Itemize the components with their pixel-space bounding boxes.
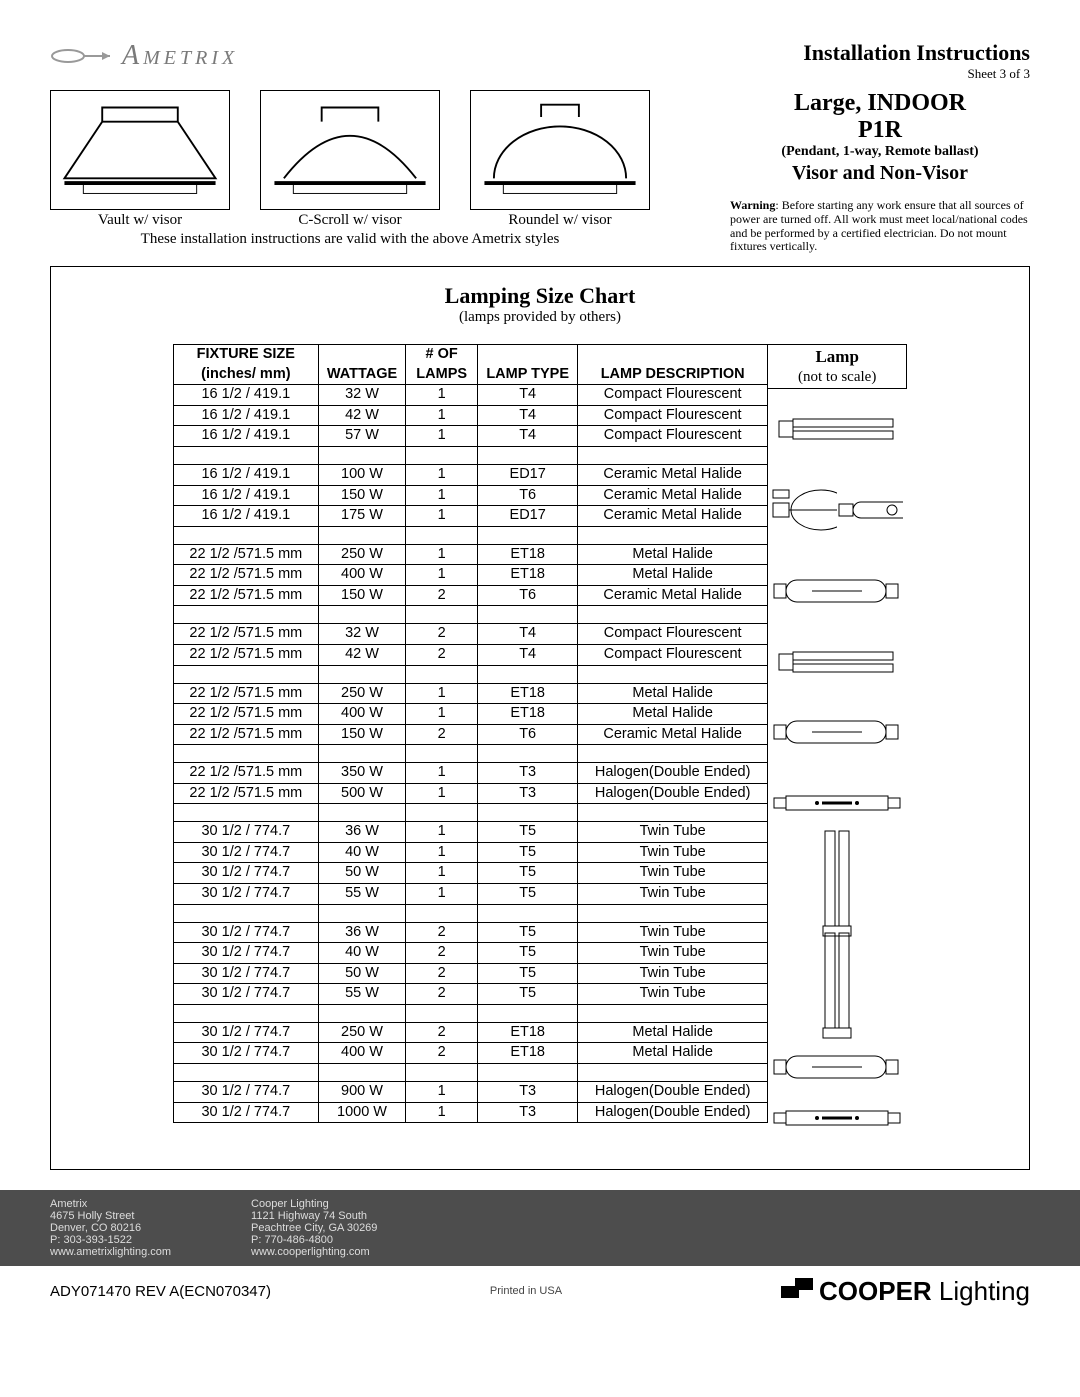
table-row: 30 1/2 / 774.750 W2T5Twin Tube [173,963,767,984]
fixture-style-caption: Vault w/ visor [50,212,230,229]
table-row: 30 1/2 / 774.7250 W2ET18Metal Halide [173,1022,767,1043]
lamp-illustration [767,1037,907,1097]
table-row: 30 1/2 / 774.755 W2T5Twin Tube [173,984,767,1005]
table-row: 22 1/2 /571.5 mm150 W2T6Ceramic Metal Ha… [173,585,767,606]
table-row: 16 1/2 / 419.132 W1T4Compact Flourescent [173,385,767,406]
table-row: 30 1/2 / 774.7400 W2ET18Metal Halide [173,1043,767,1064]
footer-address-2: Cooper Lighting1121 Highway 74 SouthPeac… [251,1198,377,1258]
table-row: 22 1/2 /571.5 mm42 W2T4Compact Flouresce… [173,644,767,665]
styles-note: These installation instructions are vali… [50,231,650,248]
table-row: 22 1/2 /571.5 mm250 W1ET18Metal Halide [173,683,767,704]
product-info: Large, INDOOR P1R (Pendant, 1-way, Remot… [730,90,1030,254]
table-row: 16 1/2 / 419.142 W1T4Compact Flourescent [173,405,767,426]
table-row: 30 1/2 / 774.740 W2T5Twin Tube [173,943,767,964]
table-row: 30 1/2 / 774.740 W1T5Twin Tube [173,842,767,863]
col-fixture-size: FIXTURE SIZE(inches/ mm) [173,345,318,385]
lamp-illustration [767,551,907,632]
col-lamp-type: LAMP TYPE [478,345,578,385]
table-row: 22 1/2 /571.5 mm400 W1ET18Metal Halide [173,565,767,586]
product-line1: Large, INDOOR [730,90,1030,117]
revision-code: ADY071470 REV A(ECN070347) [50,1283,271,1300]
fixture-style-image [50,90,230,210]
fixture-style-image [260,90,440,210]
lamp-illustration [767,470,907,551]
lamp-illustration [767,632,907,692]
printed-in: Printed in USA [490,1285,562,1297]
cooper-mark-icon [781,1278,813,1304]
lamp-illustration-header: Lamp (not to scale) [767,344,907,388]
table-row: 30 1/2 / 774.736 W1T5Twin Tube [173,822,767,843]
footer-addresses: Ametrix4675 Holly StreetDenver, CO 80216… [0,1190,1080,1266]
lamp-illustration [767,833,907,935]
table-row: 16 1/2 / 419.157 W1T4Compact Flourescent [173,426,767,447]
table-row: 22 1/2 /571.5 mm32 W2T4Compact Flouresce… [173,624,767,645]
table-row: 22 1/2 /571.5 mm400 W1ET18Metal Halide [173,704,767,725]
table-row: 22 1/2 /571.5 mm500 W1T3Halogen(Double E… [173,783,767,804]
lamp-illustration [767,389,907,470]
lamp-illustration [767,773,907,833]
doc-title: Installation Instructions [803,40,1030,66]
table-row: 30 1/2 / 774.750 W1T5Twin Tube [173,863,767,884]
product-visor: Visor and Non-Visor [730,162,1030,185]
chart-title: Lamping Size Chart [71,283,1009,309]
lamp-illustration [767,1097,907,1139]
lamping-table: FIXTURE SIZE(inches/ mm) WATTAGE # OFLAM… [173,344,768,1123]
product-code: P1R [730,117,1030,144]
table-row: 22 1/2 /571.5 mm350 W1T3Halogen(Double E… [173,763,767,784]
fixture-style-caption: C-Scroll w/ visor [260,212,440,229]
lamp-illustration [767,935,907,1037]
logo-mark-icon [50,45,110,67]
table-row: 16 1/2 / 419.1100 W1ED17Ceramic Metal Ha… [173,465,767,486]
brand-name: Ametrix [122,40,238,72]
footer-address-1: Ametrix4675 Holly StreetDenver, CO 80216… [50,1198,171,1258]
doc-title-block: Installation Instructions Sheet 3 of 3 [803,40,1030,82]
col-wattage: WATTAGE [318,345,405,385]
chart-frame: Lamping Size Chart (lamps provided by ot… [50,266,1030,1169]
fixture-style-caption: Roundel w/ visor [470,212,650,229]
sheet-number: Sheet 3 of 3 [803,66,1030,82]
table-row: 30 1/2 / 774.736 W2T5Twin Tube [173,922,767,943]
lamp-illustration [767,692,907,773]
table-row: 16 1/2 / 419.1150 W1T6Ceramic Metal Hali… [173,485,767,506]
table-row: 30 1/2 / 774.71000 W1T3Halogen(Double En… [173,1102,767,1123]
table-row: 30 1/2 / 774.7900 W1T3Halogen(Double End… [173,1081,767,1102]
table-row: 30 1/2 / 774.755 W1T5Twin Tube [173,884,767,905]
brand-logo: Ametrix [50,40,238,72]
footer-brand: COOPER Lighting [781,1276,1030,1307]
table-row: 16 1/2 / 419.1175 W1ED17Ceramic Metal Ha… [173,506,767,527]
fixture-style-image [470,90,650,210]
col-lamp-desc: LAMP DESCRIPTION [578,345,768,385]
product-subtitle: (Pendant, 1-way, Remote ballast) [781,144,978,159]
warning-text: Warning: Before starting any work ensure… [730,199,1030,254]
table-row: 22 1/2 /571.5 mm150 W2T6Ceramic Metal Ha… [173,724,767,745]
table-row: 22 1/2 /571.5 mm250 W1ET18Metal Halide [173,544,767,565]
chart-subtitle: (lamps provided by others) [71,309,1009,326]
col-num-lamps: # OFLAMPS [406,345,478,385]
